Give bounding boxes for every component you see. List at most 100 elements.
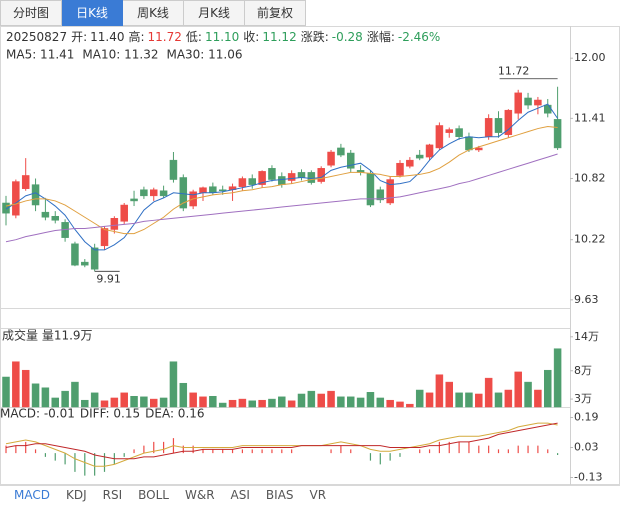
period-tab[interactable]: 月K线 <box>184 0 245 26</box>
candle-body <box>238 178 247 187</box>
volume-bar <box>465 392 473 408</box>
candle-body <box>81 261 89 266</box>
candle-body <box>120 204 128 222</box>
macd-label: DIFF: 0.15 <box>80 407 140 421</box>
volume-bar <box>228 399 237 408</box>
volume-bar <box>12 361 20 408</box>
candle-body <box>90 247 99 270</box>
volume-bar <box>218 402 227 408</box>
indicator-tab[interactable]: BIAS <box>265 488 294 502</box>
y-tick-label: 9.63 <box>574 293 599 306</box>
info-label: 开: <box>71 30 88 44</box>
volume-bar <box>258 399 266 408</box>
candle-body <box>475 147 483 151</box>
candle-body <box>524 97 532 106</box>
volume-bar <box>366 392 375 408</box>
volume-bar <box>21 369 30 408</box>
period-tab[interactable]: 前复权 <box>245 0 306 26</box>
volume-bar <box>71 381 79 408</box>
volume-bar <box>268 398 276 408</box>
volume-bar <box>90 392 99 408</box>
y-tick-label: 0.03 <box>574 441 599 454</box>
volume-bar <box>209 395 217 408</box>
volume-bar <box>455 392 463 408</box>
volume-bar <box>396 401 404 408</box>
ma-line <box>5 103 559 251</box>
volume-bar <box>415 389 424 408</box>
candle-body <box>347 152 355 169</box>
candle-body <box>179 177 188 209</box>
indicator-tab[interactable]: ASI <box>230 488 250 502</box>
volume-bar <box>514 371 522 408</box>
volume-bar <box>534 389 542 408</box>
volume-bar <box>544 369 552 408</box>
info-value: -0.28 <box>331 30 363 44</box>
info-value: 11.12 <box>262 30 297 44</box>
candle-body <box>484 118 493 137</box>
volume-bar <box>386 399 394 408</box>
candle-body <box>415 154 424 159</box>
candle-body <box>534 99 542 106</box>
candle-body <box>2 202 10 214</box>
candle-body <box>297 172 306 178</box>
indicator-tab[interactable]: RSI <box>102 488 123 502</box>
volume-bar <box>238 398 247 408</box>
y-tick-label: 10.82 <box>574 172 606 185</box>
info-value: 11.40 <box>90 30 125 44</box>
indicator-tabs: MACD KDJ RSI BOLL W&R ASI BIAS VR <box>6 487 334 503</box>
volume-bar <box>347 396 355 408</box>
macd-label: MACD: -0.01 <box>0 407 75 421</box>
y-tick-label: 8万 <box>574 364 592 377</box>
candle-body <box>199 187 207 194</box>
volume-bar <box>199 396 207 408</box>
macd-line <box>5 422 558 460</box>
indicator-tab[interactable]: VR <box>309 488 327 502</box>
volume-bar <box>140 396 148 408</box>
volume-bar <box>2 376 10 408</box>
candle-body <box>248 178 256 185</box>
volume-bar <box>475 393 483 408</box>
info-label: 低: <box>185 30 202 44</box>
macd-label: DEA: 0.16 <box>145 407 204 421</box>
period-tab[interactable]: 分时图 <box>0 0 62 26</box>
candle-body <box>307 172 316 183</box>
indicator-tab[interactable]: W&R <box>184 488 215 502</box>
candle-body <box>130 198 138 202</box>
high-label: 11.72 <box>498 65 530 78</box>
volume-bar <box>327 390 335 408</box>
volume-bar <box>553 348 562 408</box>
volume-bar <box>169 361 178 408</box>
candle-body <box>514 92 522 114</box>
candle-body <box>41 211 50 218</box>
volume-bar <box>494 392 503 408</box>
candle-body <box>140 189 148 197</box>
y-tick-label: 0.19 <box>574 411 599 424</box>
indicator-tab[interactable]: BOLL <box>138 488 169 502</box>
volume-bar <box>337 396 345 408</box>
y-tick-label: -0.13 <box>574 471 602 484</box>
indicator-tab[interactable]: MACD <box>14 488 50 502</box>
candle-body <box>278 176 286 185</box>
volume-bar <box>484 377 493 408</box>
y-tick-label: 10.22 <box>574 233 606 246</box>
volume-bar <box>307 390 316 408</box>
ma-legend: MA10: 11.32 <box>82 48 158 62</box>
volume-bar <box>504 389 513 408</box>
ma-legend: MA5: 11.41 <box>6 48 74 62</box>
candle-body <box>317 168 325 182</box>
candle-body <box>366 173 375 206</box>
info-label: 涨跌: <box>300 30 329 44</box>
indicator-tab[interactable]: KDJ <box>65 488 87 502</box>
period-tab[interactable]: 日K线 <box>62 0 123 26</box>
candle-body <box>494 118 503 133</box>
candle-body <box>100 228 109 247</box>
volume-bar <box>61 390 69 408</box>
candle-body <box>71 243 79 266</box>
info-value: 11.10 <box>204 30 240 44</box>
period-tab[interactable]: 周K线 <box>123 0 184 26</box>
candle-body <box>553 119 562 149</box>
volume-bar <box>297 393 306 408</box>
y-tick-label: 12.00 <box>574 51 606 64</box>
volume-bar <box>41 387 50 408</box>
